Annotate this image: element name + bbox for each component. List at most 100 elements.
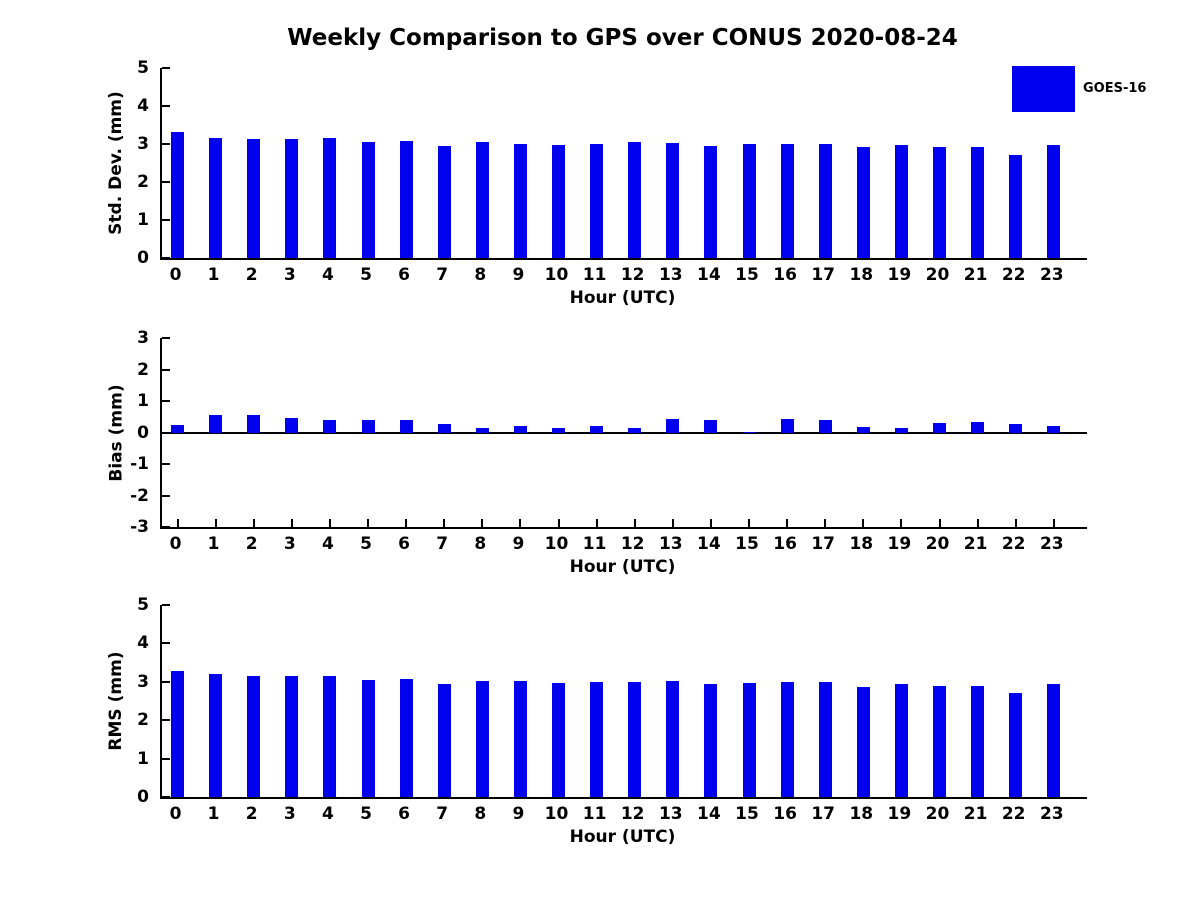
bar-std-dev-hour-17 — [819, 144, 832, 258]
bar-std-dev-hour-3 — [285, 139, 298, 258]
bar-std-dev-hour-21 — [971, 147, 984, 258]
bar-rms-hour-8 — [476, 681, 489, 797]
bar-std-dev-hour-23 — [1047, 145, 1060, 258]
x-tick-label: 12 — [620, 265, 645, 285]
bar-std-dev-hour-19 — [895, 145, 908, 258]
bar-bias-hour-21 — [971, 422, 984, 433]
bar-rms-hour-4 — [323, 676, 336, 797]
x-tick-label: 0 — [169, 265, 182, 285]
bar-bias-hour-16 — [781, 419, 794, 433]
bar-std-dev-hour-9 — [514, 144, 527, 258]
x-tick-label: 7 — [436, 265, 449, 285]
x-tick — [633, 519, 636, 527]
chart-title: Weekly Comparison to GPS over CONUS 2020… — [287, 25, 958, 51]
x-tick-label: 5 — [360, 804, 372, 824]
x-tick — [252, 519, 255, 527]
x-tick-label: 8 — [474, 265, 487, 285]
bar-bias-hour-22 — [1009, 424, 1022, 433]
bar-std-dev-hour-7 — [438, 146, 451, 258]
bar-std-dev-hour-1 — [209, 138, 222, 258]
x-tick-label: 19 — [887, 265, 912, 285]
bar-std-dev-hour-2 — [247, 139, 260, 258]
x-tick-label: 18 — [849, 804, 874, 824]
y-tick — [162, 642, 170, 645]
x-tick — [938, 519, 941, 527]
x-tick — [709, 519, 712, 527]
x-tick — [671, 519, 674, 527]
bar-std-dev-hour-8 — [476, 142, 489, 258]
x-tick-label: 0 — [169, 804, 182, 824]
y-tick-label: 0 — [137, 248, 149, 268]
x-tick-label: 21 — [963, 804, 988, 824]
bar-bias-hour-19 — [895, 428, 908, 433]
bar-bias-hour-17 — [819, 420, 832, 433]
x-tick-label: 17 — [811, 265, 836, 285]
bar-bias-hour-4 — [323, 420, 336, 433]
bar-rms-hour-9 — [514, 681, 527, 797]
bar-std-dev-hour-0 — [171, 132, 184, 258]
legend-swatch-goes16 — [1012, 66, 1075, 112]
y-tick-label: 2 — [137, 710, 149, 731]
x-tick-label: 7 — [436, 804, 449, 824]
x-tick-label: 12 — [620, 804, 645, 824]
bar-rms-hour-3 — [285, 676, 298, 797]
y-tick-label: 1 — [137, 391, 149, 411]
bar-std-dev-hour-22 — [1009, 155, 1022, 258]
x-tick — [824, 519, 827, 527]
bar-bias-hour-23 — [1047, 426, 1060, 433]
x-tick-label: 5 — [360, 534, 372, 554]
x-tick — [557, 519, 560, 527]
x-tick-label: 4 — [321, 265, 334, 285]
x-tick — [900, 519, 903, 527]
x-tick-label: 5 — [360, 265, 372, 285]
bar-rms-hour-1 — [209, 674, 222, 797]
x-tick-label: 18 — [849, 265, 874, 285]
x-tick-label: 17 — [811, 804, 836, 824]
bar-std-dev-hour-5 — [362, 142, 375, 258]
x-axis-label-bias: Hour (UTC) — [569, 557, 676, 577]
y-tick — [162, 257, 170, 259]
bar-rms-hour-20 — [933, 686, 946, 797]
x-tick-label: 10 — [544, 534, 569, 554]
x-tick-label: 14 — [697, 804, 721, 824]
y-tick — [162, 680, 170, 683]
x-tick-label: 14 — [697, 265, 721, 285]
y-tick — [162, 105, 170, 107]
bar-rms-hour-15 — [743, 683, 756, 797]
y-tick-label: 1 — [137, 210, 149, 230]
bar-bias-hour-8 — [476, 428, 489, 433]
x-tick-label: 19 — [887, 804, 912, 824]
x-tick — [214, 519, 217, 527]
x-tick-label: 10 — [544, 265, 569, 285]
y-tick-label: 3 — [137, 671, 149, 692]
x-tick-label: 16 — [773, 804, 797, 824]
x-tick-label: 16 — [773, 534, 797, 554]
y-tick — [162, 719, 170, 722]
plot-area-bias — [160, 337, 1087, 529]
x-tick-label: 13 — [658, 265, 683, 285]
x-tick-label: 4 — [321, 534, 334, 554]
x-tick — [328, 519, 331, 527]
y-tick — [162, 143, 170, 145]
bar-std-dev-hour-4 — [323, 138, 336, 258]
bar-rms-hour-2 — [247, 676, 260, 797]
y-tick — [162, 757, 170, 760]
x-tick — [290, 519, 293, 527]
x-tick-label: 6 — [398, 534, 411, 554]
bar-rms-hour-5 — [362, 680, 375, 797]
x-tick-label: 15 — [735, 804, 759, 824]
y-tick-label: -2 — [130, 485, 149, 506]
x-tick-label: 21 — [963, 265, 988, 285]
x-tick-label: 1 — [207, 534, 220, 554]
y-tick — [162, 526, 170, 528]
x-tick-label: 22 — [1001, 804, 1026, 824]
bar-std-dev-hour-11 — [590, 144, 603, 258]
bar-rms-hour-11 — [590, 682, 603, 797]
x-tick-label: 9 — [512, 804, 525, 824]
x-tick — [862, 519, 865, 527]
bar-rms-hour-16 — [781, 682, 794, 797]
x-tick — [976, 519, 979, 527]
x-tick-label: 0 — [169, 534, 182, 554]
x-tick-label: 11 — [582, 534, 607, 554]
